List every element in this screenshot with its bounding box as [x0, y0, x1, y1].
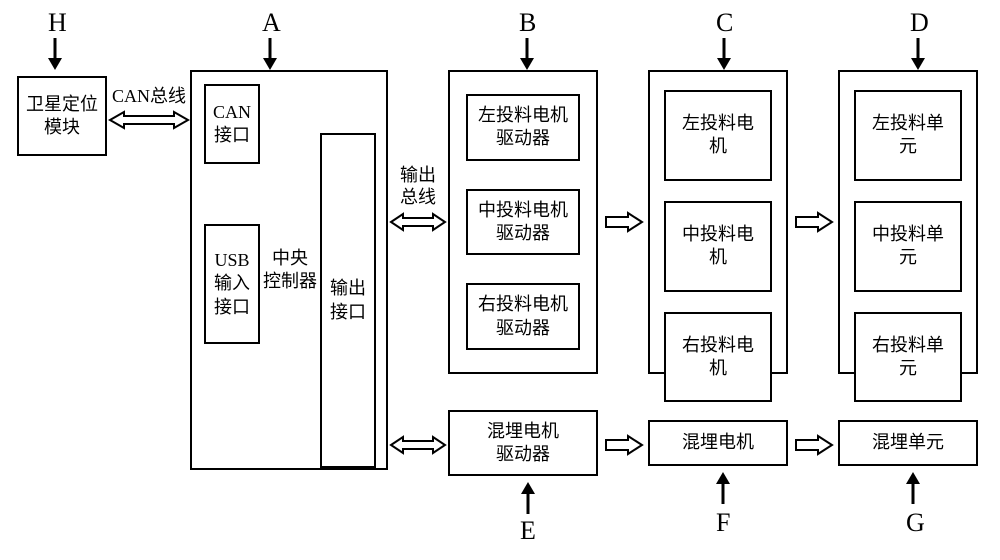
ob-l1: 输出 — [400, 165, 436, 185]
letter-B: B — [519, 8, 536, 38]
letter-C: C — [716, 8, 733, 38]
usb-l1: USB — [214, 250, 249, 270]
out-bus-label: 输出 总线 — [393, 165, 443, 208]
bE-l1: 混埋电机 — [487, 421, 559, 441]
sat-line1: 卫星定位 — [26, 94, 98, 114]
central-controller: CAN 接口 USB 输入 接口 中央 控制器 输出 接口 — [190, 70, 388, 470]
motors-column: 左投料电机 中投料电机 右投料电机 — [648, 70, 788, 374]
letter-F: F — [716, 508, 730, 538]
right-feed-unit: 右投料单元 — [854, 312, 962, 403]
cc-l2: 控制器 — [263, 271, 317, 291]
dB2-l2: 驱动器 — [496, 223, 550, 243]
canif-l2: 接口 — [214, 125, 250, 145]
burial-unit: 混埋单元 — [838, 420, 978, 466]
pointer-E — [513, 480, 553, 516]
mid-feed-driver: 中投料电机 驱动器 — [466, 189, 580, 256]
letter-D: D — [910, 8, 929, 38]
arrow-C-D — [794, 210, 834, 234]
usb-l2: 输入 — [214, 273, 250, 293]
usb-input-interface: USB 输入 接口 — [204, 224, 260, 344]
arrow-A-E — [389, 433, 447, 457]
dB2-l1: 中投料电机 — [478, 200, 568, 220]
dB1-l1: 左投料电机 — [478, 105, 568, 125]
arrow-B-C — [604, 210, 644, 234]
outif-l2: 接口 — [330, 302, 366, 322]
left-feed-unit: 左投料单元 — [854, 90, 962, 181]
out-bus-arrow — [389, 210, 447, 234]
satellite-module: 卫星定位 模块 — [17, 76, 107, 156]
ob-l2: 总线 — [400, 187, 436, 207]
burial-motor: 混埋电机 — [648, 420, 788, 466]
pointer-G — [898, 470, 938, 506]
arrow-E-F — [604, 433, 644, 457]
can-bus-label: CAN总线 — [110, 86, 188, 108]
burial-driver: 混埋电机 驱动器 — [448, 410, 598, 476]
usb-l3: 接口 — [214, 297, 250, 317]
can-interface: CAN 接口 — [204, 84, 260, 164]
mid-feed-unit: 中投料单元 — [854, 201, 962, 292]
letter-G: G — [906, 508, 925, 538]
pointer-F — [708, 470, 748, 506]
arrow-F-G — [794, 433, 834, 457]
bF-text: 混埋电机 — [682, 431, 754, 454]
units-column: 左投料单元 中投料单元 右投料单元 — [838, 70, 978, 374]
outif-l1: 输出 — [330, 278, 366, 298]
right-feed-motor: 右投料电机 — [664, 312, 772, 403]
bE-l2: 驱动器 — [496, 444, 550, 464]
letter-A: A — [262, 8, 281, 38]
canif-l1: CAN — [213, 102, 251, 122]
right-feed-driver: 右投料电机 驱动器 — [466, 283, 580, 350]
can-bus-arrow — [108, 108, 190, 132]
left-feed-motor: 左投料电机 — [664, 90, 772, 181]
letter-E: E — [520, 516, 536, 546]
pointer-H — [40, 36, 80, 76]
mid-feed-motor: 中投料电机 — [664, 201, 772, 292]
dB3-l2: 驱动器 — [496, 318, 550, 338]
sat-line2: 模块 — [44, 117, 80, 137]
dB1-l2: 驱动器 — [496, 128, 550, 148]
output-interface: 输出 接口 — [320, 133, 376, 468]
letter-H: H — [48, 8, 67, 38]
bG-text: 混埋单元 — [872, 431, 944, 454]
dB3-l1: 右投料电机 — [478, 294, 568, 314]
central-label: 中央 控制器 — [263, 247, 317, 294]
cc-l1: 中央 — [272, 248, 308, 268]
drivers-column: 左投料电机 驱动器 中投料电机 驱动器 右投料电机 驱动器 — [448, 70, 598, 374]
left-feed-driver: 左投料电机 驱动器 — [466, 94, 580, 161]
